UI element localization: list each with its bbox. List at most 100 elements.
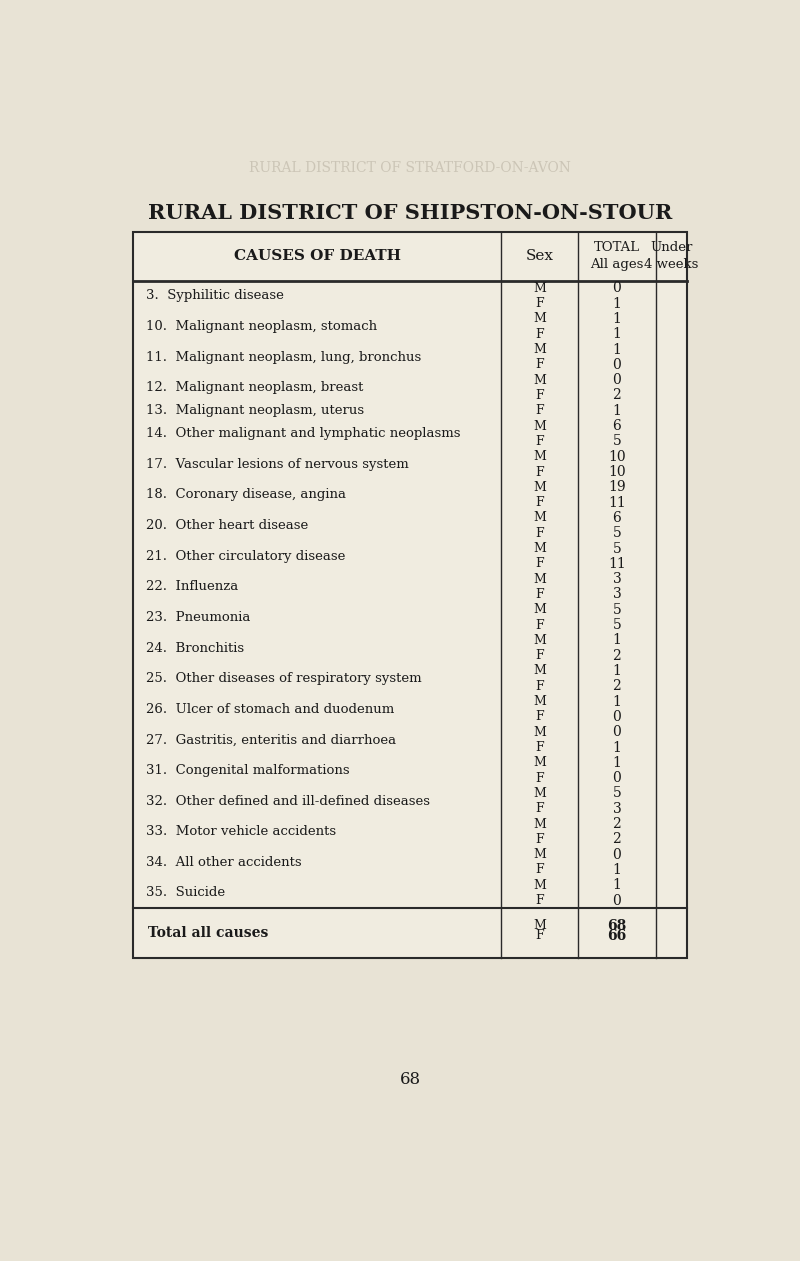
Text: 3.  Syphilitic disease: 3. Syphilitic disease: [146, 290, 284, 303]
Text: 1: 1: [613, 863, 622, 876]
Text: 23.  Pneumonia: 23. Pneumonia: [146, 610, 251, 624]
Text: Total all causes: Total all causes: [148, 927, 269, 941]
Text: 1: 1: [613, 740, 622, 754]
Text: 0: 0: [613, 358, 622, 372]
Text: F: F: [535, 619, 544, 632]
Text: 0: 0: [613, 281, 622, 295]
Text: M: M: [534, 343, 546, 356]
Text: 5: 5: [613, 526, 622, 540]
Text: RURAL DISTRICT OF SHIPSTON-ON-STOUR: RURAL DISTRICT OF SHIPSTON-ON-STOUR: [148, 203, 672, 223]
Text: M: M: [534, 603, 546, 617]
Text: 11: 11: [608, 496, 626, 509]
Text: F: F: [535, 465, 544, 478]
Text: 0: 0: [613, 847, 622, 861]
Text: 0: 0: [613, 772, 622, 786]
Text: M: M: [534, 695, 546, 709]
Text: 14.  Other malignant and lymphatic neoplasms: 14. Other malignant and lymphatic neopla…: [146, 427, 461, 440]
Text: 1: 1: [613, 311, 622, 325]
Text: 6: 6: [613, 511, 622, 525]
Text: M: M: [534, 665, 546, 677]
Text: 0: 0: [613, 710, 622, 724]
Text: M: M: [534, 787, 546, 799]
Text: F: F: [535, 435, 544, 448]
Text: 0: 0: [613, 725, 622, 739]
Text: 31.  Congenital malformations: 31. Congenital malformations: [146, 764, 350, 777]
Text: 10: 10: [608, 465, 626, 479]
Text: 2: 2: [613, 680, 622, 694]
Text: 13.  Malignant neoplasm, uterus: 13. Malignant neoplasm, uterus: [146, 405, 365, 417]
Text: 3: 3: [613, 802, 622, 816]
Bar: [133, 232, 686, 958]
Text: 5: 5: [613, 541, 622, 556]
Text: F: F: [535, 832, 544, 846]
Text: 1: 1: [613, 878, 622, 893]
Text: M: M: [534, 757, 546, 769]
Text: RURAL DISTRICT OF STRATFORD-ON-AVON: RURAL DISTRICT OF STRATFORD-ON-AVON: [249, 161, 571, 175]
Text: M: M: [534, 313, 546, 325]
Text: F: F: [535, 864, 544, 876]
Text: 2: 2: [613, 832, 622, 846]
Text: 2: 2: [613, 648, 622, 663]
Text: 10.  Malignant neoplasm, stomach: 10. Malignant neoplasm, stomach: [146, 320, 378, 333]
Text: F: F: [535, 557, 544, 570]
Text: M: M: [534, 281, 546, 295]
Text: 26.  Ulcer of stomach and duodenum: 26. Ulcer of stomach and duodenum: [146, 702, 394, 716]
Text: 5: 5: [613, 787, 622, 801]
Text: 1: 1: [613, 695, 622, 709]
Text: 12.  Malignant neoplasm, breast: 12. Malignant neoplasm, breast: [146, 381, 364, 395]
Text: 2: 2: [613, 817, 622, 831]
Text: M: M: [534, 542, 546, 555]
Text: 6: 6: [613, 419, 622, 433]
Text: 24.  Bronchitis: 24. Bronchitis: [146, 642, 245, 654]
Text: CAUSES OF DEATH: CAUSES OF DEATH: [234, 250, 401, 264]
Text: M: M: [534, 849, 546, 861]
Text: 21.  Other circulatory disease: 21. Other circulatory disease: [146, 550, 346, 562]
Text: 0: 0: [613, 894, 622, 908]
Text: 20.  Other heart disease: 20. Other heart disease: [146, 520, 309, 532]
Text: M: M: [534, 817, 546, 831]
Text: 34.  All other accidents: 34. All other accidents: [146, 856, 302, 869]
Text: 25.  Other diseases of respiratory system: 25. Other diseases of respiratory system: [146, 672, 422, 685]
Text: 32.  Other defined and ill-defined diseases: 32. Other defined and ill-defined diseas…: [146, 794, 430, 807]
Text: M: M: [534, 572, 546, 585]
Text: F: F: [535, 358, 544, 371]
Text: M: M: [534, 420, 546, 433]
Text: F: F: [535, 710, 544, 724]
Text: 1: 1: [613, 343, 622, 357]
Text: F: F: [535, 388, 544, 402]
Text: F: F: [535, 680, 544, 692]
Text: F: F: [535, 298, 544, 310]
Text: M: M: [534, 879, 546, 892]
Text: 5: 5: [613, 618, 622, 632]
Text: Sex: Sex: [526, 250, 554, 264]
Text: M: M: [534, 919, 546, 932]
Text: F: F: [535, 649, 544, 662]
Text: M: M: [534, 373, 546, 387]
Text: 1: 1: [613, 296, 622, 310]
Text: 0: 0: [613, 373, 622, 387]
Text: 1: 1: [613, 633, 622, 647]
Text: F: F: [535, 588, 544, 601]
Text: 1: 1: [613, 404, 622, 417]
Text: 1: 1: [613, 755, 622, 769]
Text: F: F: [535, 929, 544, 942]
Text: 5: 5: [613, 434, 622, 449]
Text: 1: 1: [613, 665, 622, 678]
Text: F: F: [535, 894, 544, 907]
Text: 5: 5: [613, 603, 622, 617]
Text: 27.  Gastritis, enteritis and diarrhoea: 27. Gastritis, enteritis and diarrhoea: [146, 734, 397, 747]
Text: 68: 68: [399, 1072, 421, 1088]
Text: 2: 2: [613, 388, 622, 402]
Text: M: M: [534, 512, 546, 525]
Text: F: F: [535, 496, 544, 509]
Text: 68: 68: [607, 918, 626, 933]
Text: M: M: [534, 480, 546, 494]
Text: M: M: [534, 634, 546, 647]
Text: F: F: [535, 802, 544, 816]
Text: Under
4 weeks: Under 4 weeks: [644, 241, 698, 271]
Text: 3: 3: [613, 572, 622, 586]
Text: 35.  Suicide: 35. Suicide: [146, 886, 226, 899]
Text: 10: 10: [608, 450, 626, 464]
Text: F: F: [535, 741, 544, 754]
Text: M: M: [534, 726, 546, 739]
